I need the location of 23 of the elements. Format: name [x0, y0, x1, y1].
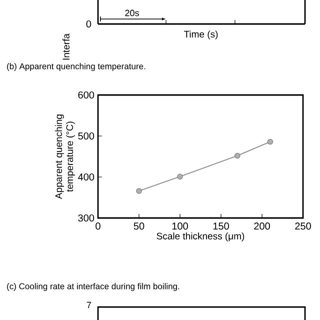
x-tick-label: 250: [295, 222, 311, 230]
text: 0: [86, 20, 92, 28]
y-tick-label: 300: [78, 214, 94, 222]
text: (c) Cooling rate at interface during film boiling.: [7, 283, 180, 291]
point: [234, 152, 240, 159]
y-axis-title: Apparent quenching temperature (°C): [55, 114, 75, 200]
x-axis-title: Scale thickness (μm): [156, 232, 244, 242]
y-tick-label: 500: [78, 132, 94, 140]
x-tick-label: 100: [172, 222, 188, 230]
text: Time (s): [184, 30, 218, 40]
x-tick-label: 150: [213, 222, 229, 230]
point: [136, 188, 142, 194]
point: [177, 174, 183, 180]
y-tick-label: 400: [78, 173, 94, 181]
text: Interfa: [62, 34, 70, 60]
x-tick-label: 50: [134, 222, 144, 230]
point: [267, 138, 274, 145]
text: 20s: [125, 10, 139, 16]
chart-title: (b) Apparent quenching temperature.: [7, 63, 146, 71]
x-tick-label: 0: [96, 222, 100, 230]
text: 7: [86, 302, 92, 308]
y-tick-label: 600: [78, 91, 94, 99]
x-tick-label: 200: [254, 222, 270, 230]
